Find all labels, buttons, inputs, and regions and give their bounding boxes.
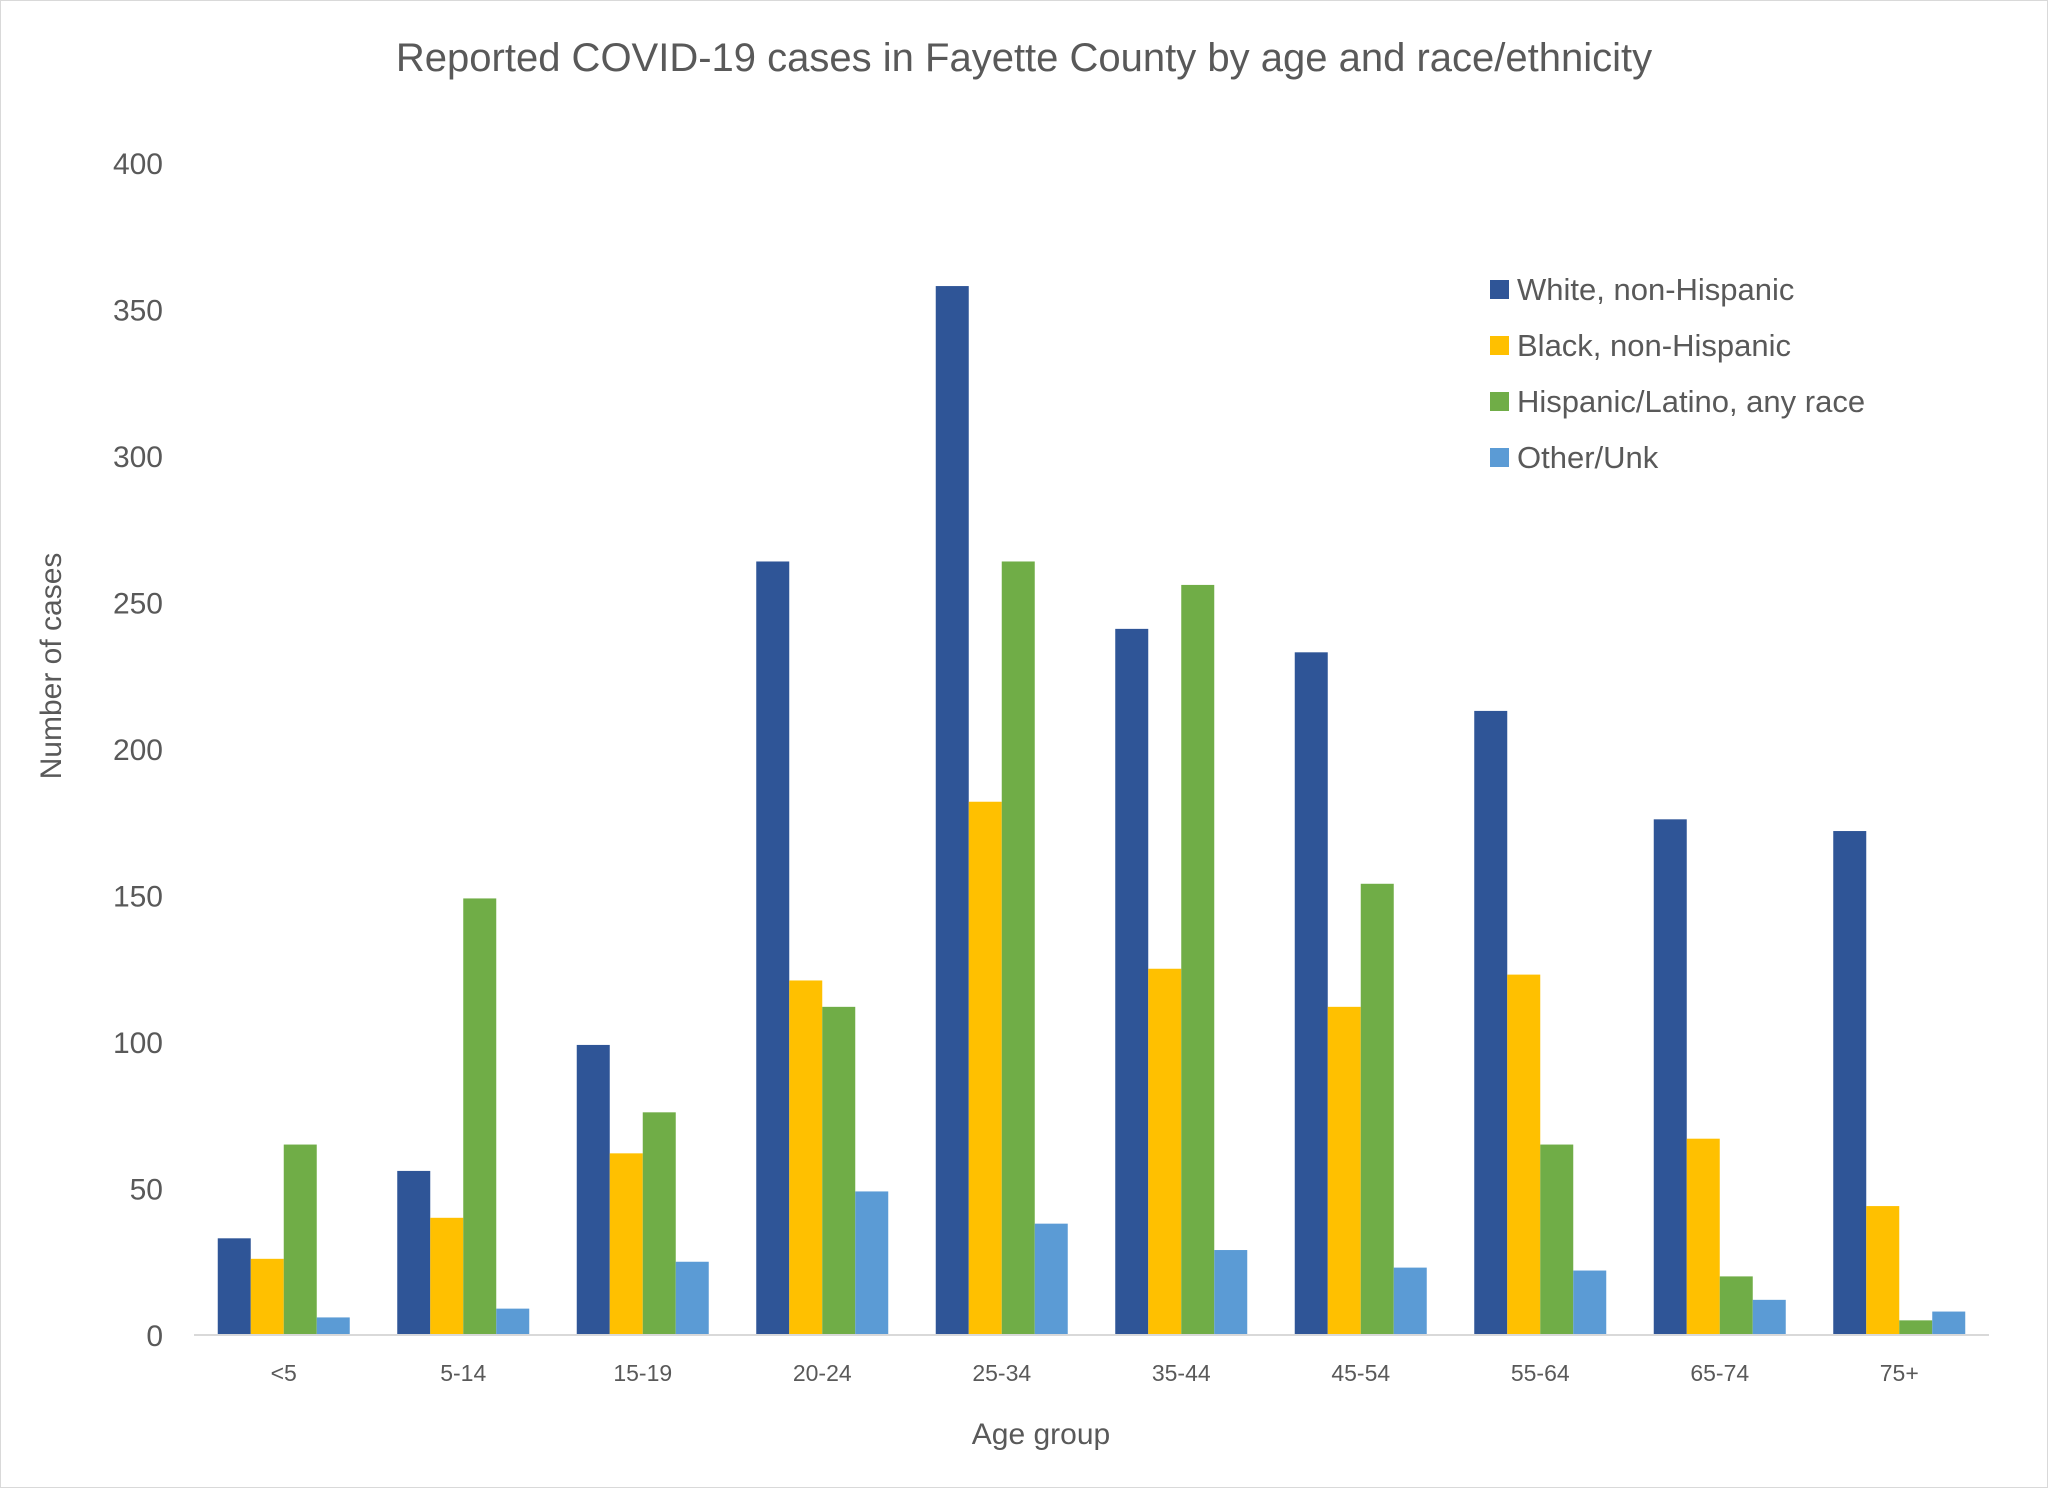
bar: [968, 801, 1002, 1335]
bar: [1686, 1138, 1720, 1335]
x-tick-label: 25-34: [972, 1360, 1031, 1386]
bar: [1833, 831, 1867, 1335]
bars: [217, 286, 1966, 1335]
legend-label: Hispanic/Latino, any race: [1517, 384, 1865, 419]
x-tick-label: 65-74: [1690, 1360, 1749, 1386]
legend-swatch: [1490, 392, 1509, 411]
legend-swatch: [1490, 448, 1509, 467]
bar: [1148, 968, 1182, 1335]
bar: [609, 1153, 643, 1335]
x-tick-label: 5-14: [440, 1360, 486, 1386]
chart-title: Reported COVID-19 cases in Fayette Count…: [396, 36, 1652, 80]
bar: [1866, 1206, 1900, 1335]
y-tick-label: 100: [113, 1027, 163, 1060]
y-tick-label: 300: [113, 441, 163, 474]
y-tick-label: 50: [130, 1174, 163, 1207]
y-tick-label: 150: [113, 881, 163, 914]
bar: [1653, 819, 1687, 1335]
bar: [642, 1112, 676, 1335]
bar: [283, 1144, 317, 1335]
bar: [1752, 1299, 1786, 1335]
x-tick-label: 75+: [1880, 1360, 1919, 1386]
bar: [822, 1006, 856, 1335]
x-tick-label: 35-44: [1152, 1360, 1211, 1386]
y-tick-label: 250: [113, 588, 163, 621]
bar: [1034, 1223, 1068, 1335]
x-axis-label: Age group: [972, 1418, 1110, 1451]
y-tick-label: 0: [146, 1320, 163, 1353]
bar: [1393, 1267, 1427, 1335]
bar: [1540, 1144, 1574, 1335]
bar: [430, 1217, 464, 1335]
legend-label: Black, non-Hispanic: [1517, 328, 1791, 363]
x-tick-label: 55-64: [1511, 1360, 1570, 1386]
legend: White, non-Hispanic Black, non-Hispanic Hi…: [1490, 272, 1865, 475]
bar: [1294, 652, 1328, 1335]
x-tick-label: <5: [271, 1360, 297, 1386]
legend-swatch: [1490, 280, 1509, 299]
bar: [1719, 1276, 1753, 1335]
x-tick-label: 20-24: [793, 1360, 852, 1386]
bar: [1360, 883, 1394, 1335]
bar: [1899, 1320, 1933, 1335]
bar: [1932, 1311, 1966, 1335]
bar: [576, 1044, 610, 1335]
bar: [675, 1261, 709, 1335]
y-tick-label: 400: [113, 148, 163, 181]
x-axis-ticks: <5 5-14 15-19 20-24 25-34 35-44 45-54 55-64 65-7…: [271, 1360, 1919, 1386]
bar: [1507, 974, 1541, 1335]
bar: [217, 1238, 251, 1335]
y-tick-label: 200: [113, 734, 163, 767]
bar: [1181, 584, 1215, 1335]
y-axis-label: Number of cases: [35, 553, 68, 780]
legend-swatch: [1490, 336, 1509, 355]
bar: [1115, 628, 1149, 1335]
x-tick-label: 15-19: [613, 1360, 672, 1386]
bar: [463, 898, 497, 1335]
bar: [756, 561, 790, 1335]
y-axis-ticks: 0 50 100 150 200 250 300 350 400: [113, 148, 163, 1353]
bar: [250, 1258, 284, 1335]
bar: [1327, 1006, 1361, 1335]
bar: [496, 1308, 530, 1335]
y-tick-label: 350: [113, 295, 163, 328]
bar: [855, 1191, 889, 1335]
legend-label: Other/Unk: [1517, 440, 1659, 475]
bar: [789, 980, 823, 1335]
legend-label: White, non-Hispanic: [1517, 272, 1794, 307]
bar: [316, 1317, 350, 1335]
x-tick-label: 45-54: [1331, 1360, 1390, 1386]
bar: [397, 1170, 431, 1335]
bar: [1474, 710, 1508, 1335]
bar: [1573, 1270, 1607, 1335]
bar: [1214, 1250, 1248, 1335]
bar: [1001, 561, 1035, 1335]
bar: [935, 286, 969, 1335]
